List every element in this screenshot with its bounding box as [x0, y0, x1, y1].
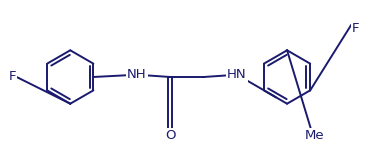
Text: NH: NH [127, 68, 147, 81]
Text: HN: HN [227, 68, 247, 81]
Text: F: F [352, 22, 359, 35]
Text: O: O [165, 129, 175, 142]
Text: F: F [8, 71, 16, 83]
Text: Me: Me [305, 129, 325, 142]
